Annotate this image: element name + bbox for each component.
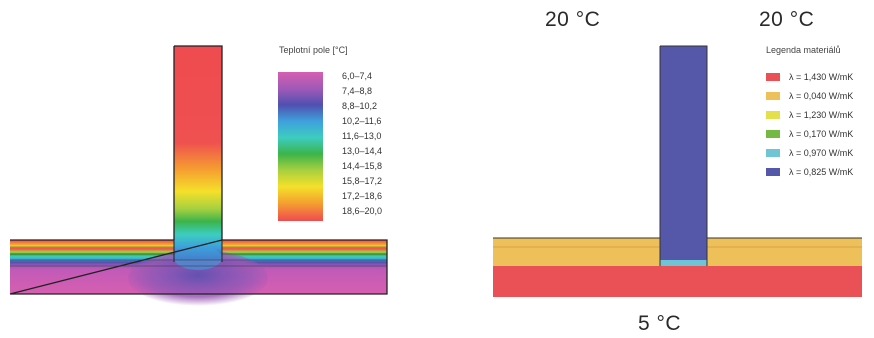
material-swatch (766, 92, 780, 100)
scale-label: 7,4–8,8 (342, 86, 373, 96)
scale-label: 18,6–20,0 (342, 206, 383, 216)
wall-footing (660, 260, 707, 266)
materials-svg (493, 45, 862, 297)
temperature-scale-bar (278, 72, 323, 221)
material-legend-item: λ = 0,970 W/mK (766, 147, 853, 159)
scale-label: 11,6–13,0 (342, 131, 382, 141)
material-swatch (766, 149, 780, 157)
wall-thermal (174, 46, 222, 260)
material-legend-item: λ = 0,825 W/mK (766, 166, 853, 178)
exterior-temperature: 5 °C (638, 312, 682, 335)
material-label: λ = 1,230 W/mK (789, 110, 854, 120)
interior-temperature-left: 20 °C (545, 8, 601, 31)
interior-temperature-right: 20 °C (759, 8, 815, 31)
slab-concrete (493, 266, 862, 297)
scale-label: 8,8–10,2 (342, 101, 378, 111)
material-swatch (766, 73, 780, 81)
material-label: λ = 0,825 W/mK (789, 167, 854, 177)
material-legend-item: λ = 1,430 W/mK (766, 71, 853, 83)
material-swatch (766, 130, 780, 138)
material-label: λ = 0,040 W/mK (789, 91, 854, 101)
material-swatch (766, 111, 780, 119)
material-legend-item: λ = 1,230 W/mK (766, 109, 853, 121)
material-label: λ = 1,430 W/mK (789, 72, 854, 82)
scale-label: 15,8–17,2 (342, 176, 383, 186)
scale-label: 6,0–7,4 (342, 71, 373, 81)
scale-label: 17,2–18,6 (342, 191, 383, 201)
material-legend-item: λ = 0,170 W/mK (766, 128, 853, 140)
material-label: λ = 0,970 W/mK (789, 148, 854, 158)
scale-label: 10,2–11,6 (342, 116, 382, 126)
thermal-field-diagram: Teplotní pole [°C] 6,0–7,4 7,4–8,8 8,8–1… (0, 0, 400, 338)
materials-legend-title: Legenda materiálů (766, 45, 841, 55)
cold-bridge-zone (128, 250, 268, 306)
scale-label: 13,0–14,4 (342, 146, 383, 156)
thermal-legend-title: Teplotní pole [°C] (279, 45, 348, 55)
materials-diagram: 20 °C 20 °C 5 °C Legenda materiálů λ = 1… (480, 0, 874, 338)
material-swatch (766, 168, 780, 176)
thermal-field-svg (9, 45, 388, 306)
scale-label: 14,4–15,8 (342, 161, 383, 171)
material-label: λ = 0,170 W/mK (789, 129, 854, 139)
wall-masonry (660, 46, 707, 263)
material-legend-item: λ = 0,040 W/mK (766, 90, 853, 102)
